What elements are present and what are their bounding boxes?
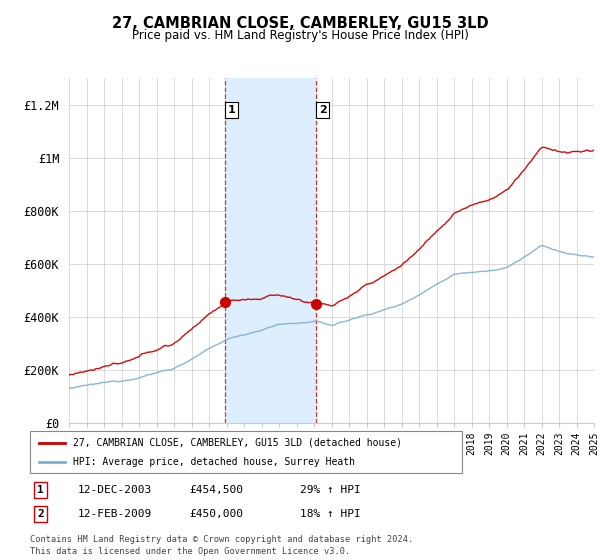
Text: 18% ↑ HPI: 18% ↑ HPI [300,509,361,519]
Text: HPI: Average price, detached house, Surrey Heath: HPI: Average price, detached house, Surr… [73,457,355,467]
Text: 1: 1 [37,485,44,495]
Bar [225,78,316,423]
FancyBboxPatch shape [30,431,462,473]
Text: 27, CAMBRIAN CLOSE, CAMBERLEY, GU15 3LD (detached house): 27, CAMBRIAN CLOSE, CAMBERLEY, GU15 3LD … [73,437,402,447]
Text: 29% ↑ HPI: 29% ↑ HPI [300,485,361,495]
Text: Price paid vs. HM Land Registry's House Price Index (HPI): Price paid vs. HM Land Registry's House … [131,29,469,42]
Text: 2: 2 [37,509,44,519]
Text: £450,000: £450,000 [189,509,243,519]
Text: £454,500: £454,500 [189,485,243,495]
Text: Contains HM Land Registry data © Crown copyright and database right 2024.
This d: Contains HM Land Registry data © Crown c… [30,535,413,556]
Text: 27, CAMBRIAN CLOSE, CAMBERLEY, GU15 3LD: 27, CAMBRIAN CLOSE, CAMBERLEY, GU15 3LD [112,16,488,31]
Text: 12-DEC-2003: 12-DEC-2003 [78,485,152,495]
Text: 12-FEB-2009: 12-FEB-2009 [78,509,152,519]
Text: 2: 2 [319,105,326,115]
Text: 1: 1 [228,105,235,115]
